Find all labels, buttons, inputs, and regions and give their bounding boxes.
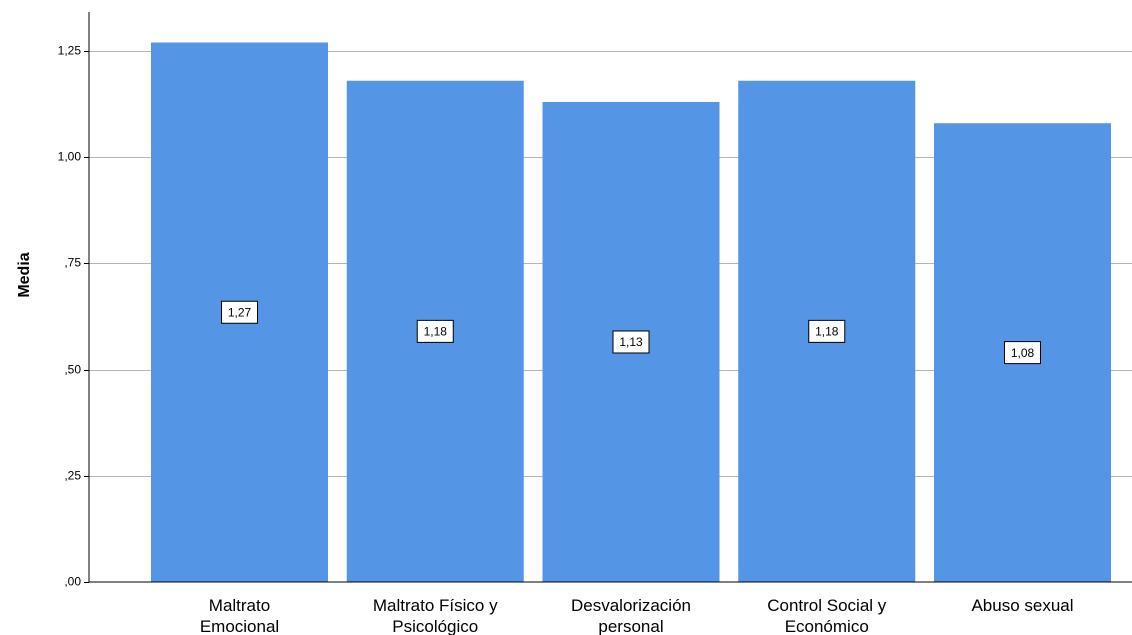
y-tick-label: ,25 <box>64 469 81 483</box>
y-tick-label: 1,00 <box>58 150 82 164</box>
axes <box>88 12 1132 583</box>
y-tick-label: 1,25 <box>58 44 82 58</box>
y-tick-labels: ,00 ,25 ,50 ,75 1,00 1,25 <box>58 44 89 589</box>
data-label-text: 1,08 <box>1011 346 1035 360</box>
y-tick-label: ,50 <box>64 363 81 377</box>
data-label: 1,18 <box>808 319 846 343</box>
x-tick-label: Desvalorización personal <box>571 596 691 635</box>
data-label-text: 1,27 <box>228 305 252 319</box>
data-label-text: 1,18 <box>815 325 839 339</box>
data-label: 1,13 <box>612 330 650 354</box>
data-label: 1,08 <box>1004 341 1041 365</box>
bars <box>151 42 1111 583</box>
x-tick-label: Maltrato Emocional <box>200 596 279 635</box>
data-labels: 1,27 1,18 1,13 1,18 1,08 <box>221 300 1041 365</box>
data-label-text: 1,13 <box>619 335 643 349</box>
y-tick-label: ,00 <box>64 575 81 589</box>
data-label-box <box>808 319 846 343</box>
y-tick-label: ,75 <box>64 256 81 270</box>
data-label-box <box>1004 341 1041 365</box>
x-tick-label: Maltrato Físico y Psicológico <box>373 596 498 635</box>
data-label-box <box>221 300 258 324</box>
data-label-box <box>416 319 454 343</box>
x-tick-label: Abuso sexual <box>971 596 1073 615</box>
data-label-text: 1,18 <box>424 325 448 339</box>
data-label: 1,27 <box>221 300 258 324</box>
data-label-box <box>612 330 650 354</box>
data-label: 1,18 <box>416 319 454 343</box>
y-axis-label: Media <box>16 252 33 297</box>
x-tick-label: Control Social y Económico <box>767 596 887 635</box>
x-tick-labels: Maltrato Emocional Maltrato Físico y Psicol… <box>200 596 1074 635</box>
